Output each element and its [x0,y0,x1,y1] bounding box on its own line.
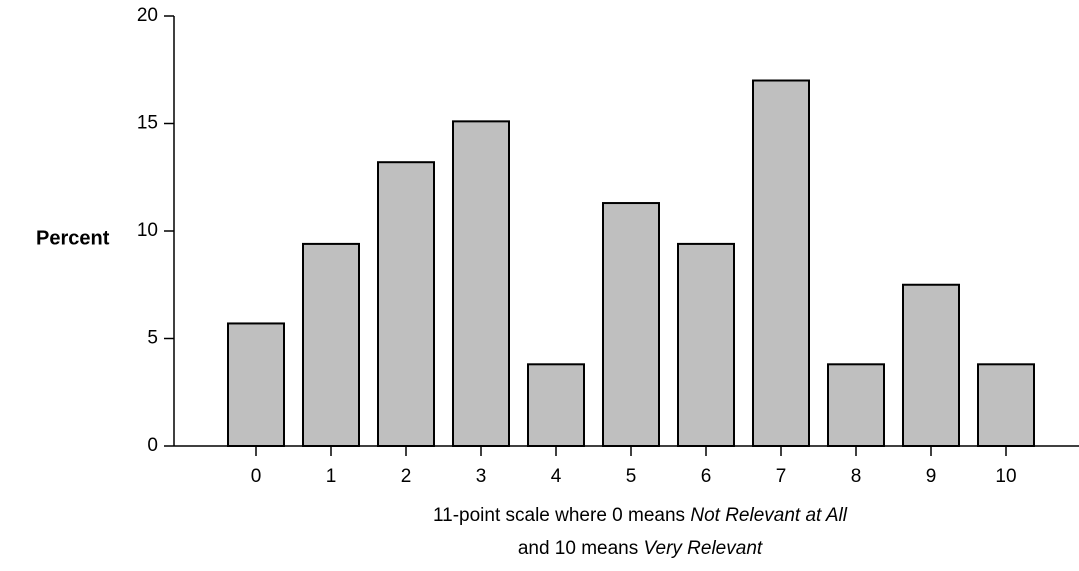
x-tick-label-7: 7 [776,466,787,487]
x-axis-label-line-2: and 10 means Very Relevant [518,538,763,559]
bar-10 [977,363,1035,447]
y-axis-label: Percent [36,227,110,249]
y-tick-label-20: 20 [137,5,158,26]
y-ticks-layer: 0 5 10 15 20 [137,5,174,456]
bar-8 [827,363,885,447]
x-axis-label-line-1-italic: Not Relevant at All [690,505,847,526]
x-tick-label-10: 10 [995,466,1016,487]
x-axis-label-line-1-prefix: 11-point scale where 0 means [433,505,690,526]
x-tick-label-9: 9 [926,466,937,487]
bar-2 [377,161,435,447]
bar-5 [602,202,660,447]
x-tick-label-6: 6 [701,466,712,487]
x-axis-label-line-2-italic: Very Relevant [644,538,763,559]
bar-6 [677,242,735,447]
x-axis-label-line-1: 11-point scale where 0 means Not Relevan… [433,505,848,526]
x-tick-label-2: 2 [401,466,412,487]
x-ticks-layer: 0 1 2 3 4 5 6 7 8 9 10 [251,446,1017,487]
x-axis-label-line-2-prefix: and 10 means [518,538,644,559]
x-tick-label-1: 1 [326,466,337,487]
x-tick-label-5: 5 [626,466,637,487]
y-tick-label-15: 15 [137,113,158,134]
bar-1 [302,242,360,447]
x-tick-label-0: 0 [251,466,262,487]
bar-9 [902,283,960,447]
x-tick-label-3: 3 [476,466,487,487]
bar-4 [527,363,585,447]
x-tick-label-8: 8 [851,466,862,487]
y-tick-label-5: 5 [147,328,158,349]
y-tick-label-0: 0 [147,435,158,456]
bars-layer [227,79,1035,448]
bar-7 [752,79,810,447]
bar-3 [452,120,510,447]
bar-0 [227,322,285,448]
x-tick-label-4: 4 [551,466,562,487]
y-tick-label-10: 10 [137,220,158,241]
